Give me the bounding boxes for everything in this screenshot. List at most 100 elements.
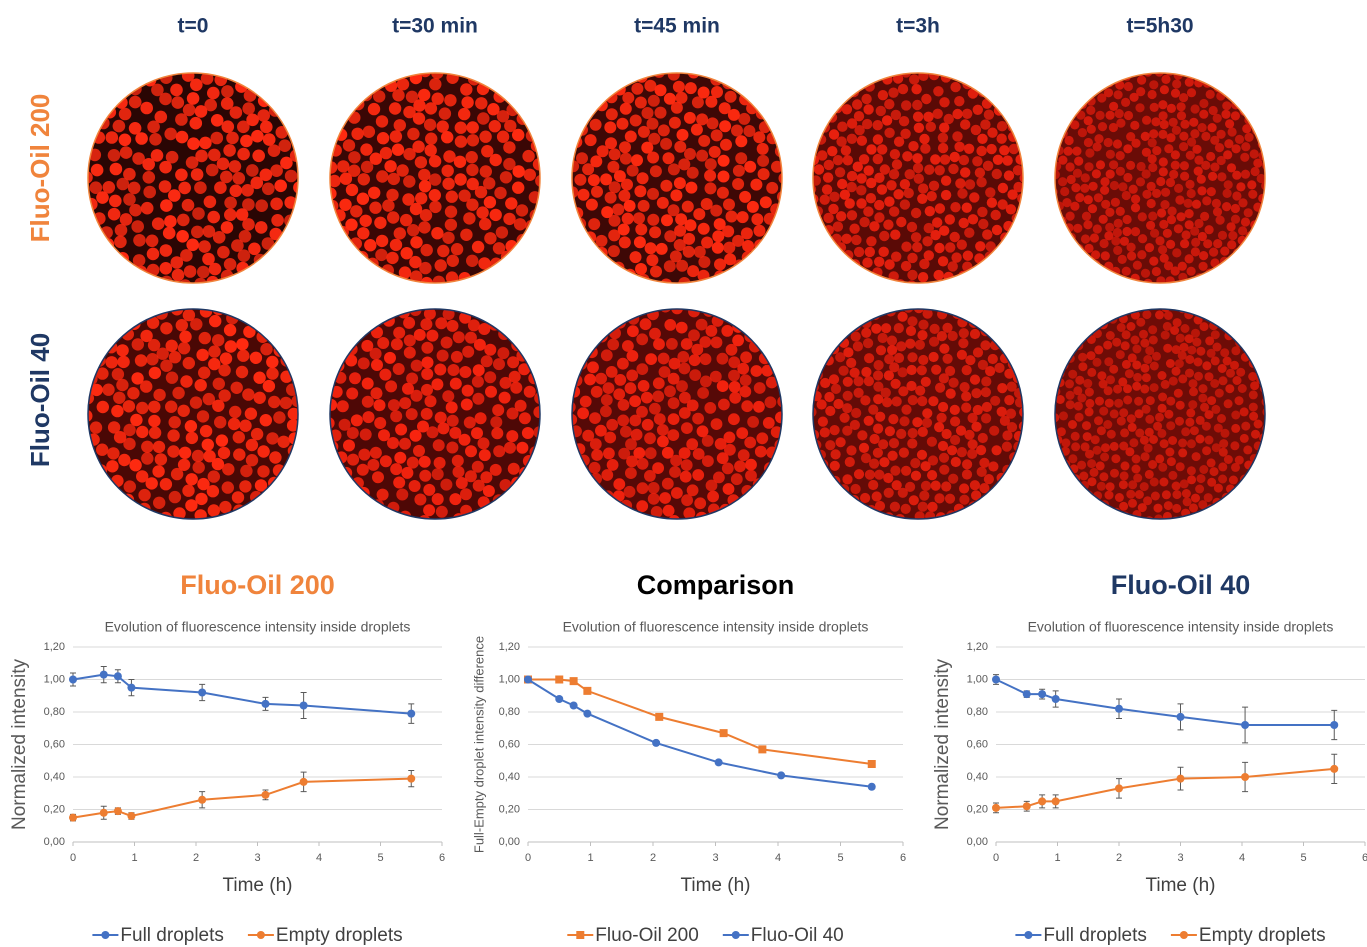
droplet — [1130, 335, 1140, 345]
legend-marker — [1179, 931, 1188, 939]
droplet — [451, 454, 464, 467]
droplet — [1142, 189, 1152, 199]
droplet — [579, 395, 592, 408]
droplet — [999, 145, 1010, 156]
y-tick-label: 0,80 — [44, 706, 65, 718]
droplet — [1092, 142, 1102, 152]
droplet — [1224, 139, 1234, 149]
droplet — [1159, 253, 1169, 263]
droplet — [426, 426, 439, 439]
droplet — [958, 154, 970, 166]
droplet — [843, 347, 854, 358]
droplet — [1186, 408, 1196, 418]
droplet — [410, 359, 423, 372]
droplet — [846, 181, 857, 193]
droplet — [371, 359, 383, 371]
droplet — [1135, 177, 1146, 187]
droplet — [358, 448, 371, 461]
droplet — [112, 119, 126, 133]
droplet — [678, 407, 691, 419]
droplet — [965, 355, 976, 366]
marker — [655, 712, 664, 721]
droplet — [231, 239, 244, 252]
droplet — [764, 396, 777, 409]
droplet — [898, 386, 909, 397]
droplet — [676, 259, 689, 272]
droplet — [223, 258, 237, 271]
droplet — [989, 425, 1000, 436]
droplet — [669, 250, 682, 263]
droplet — [254, 479, 268, 492]
droplet — [853, 387, 864, 398]
droplet — [1163, 501, 1173, 511]
droplet — [851, 234, 862, 246]
droplet — [623, 268, 636, 281]
droplet — [152, 440, 166, 454]
droplet — [1244, 132, 1254, 142]
droplet — [864, 246, 875, 258]
droplet — [1160, 379, 1170, 389]
droplet — [724, 253, 737, 266]
droplet — [293, 181, 298, 194]
droplet — [884, 127, 895, 138]
droplet — [89, 421, 103, 434]
droplet — [1133, 372, 1143, 382]
droplet — [711, 241, 724, 254]
droplet — [109, 162, 123, 176]
droplet — [266, 432, 279, 445]
droplet — [240, 464, 253, 478]
droplet — [271, 214, 284, 227]
droplet — [737, 362, 750, 375]
droplet — [652, 377, 665, 390]
droplet — [471, 427, 483, 440]
droplet — [1218, 376, 1228, 386]
droplet — [435, 317, 448, 330]
droplet — [1231, 144, 1241, 154]
droplet — [1212, 113, 1222, 123]
droplet — [1216, 155, 1226, 166]
droplet — [664, 319, 677, 331]
droplet — [676, 380, 688, 393]
droplet — [1230, 441, 1240, 451]
droplet — [813, 391, 822, 402]
droplet — [116, 344, 129, 357]
droplet — [189, 396, 203, 409]
droplet — [709, 370, 722, 383]
droplet — [958, 328, 969, 339]
droplet — [241, 184, 254, 197]
droplet — [444, 218, 458, 231]
droplet — [961, 402, 972, 413]
droplet — [884, 99, 895, 110]
droplet — [1187, 137, 1197, 147]
micrograph-border — [87, 308, 299, 520]
droplet — [890, 378, 901, 389]
droplet — [1236, 182, 1246, 192]
droplet — [1078, 352, 1088, 362]
droplet — [1206, 458, 1216, 468]
droplet — [913, 173, 924, 184]
droplet — [675, 321, 688, 334]
droplet — [896, 428, 907, 439]
droplet — [186, 238, 199, 252]
droplet — [860, 395, 871, 406]
droplet — [217, 245, 230, 259]
droplet — [1127, 251, 1137, 261]
droplet — [736, 211, 749, 224]
droplet — [219, 352, 233, 365]
droplet — [1143, 278, 1153, 283]
droplet — [625, 438, 637, 451]
droplet — [424, 395, 437, 408]
droplet — [392, 363, 405, 375]
droplet — [415, 192, 428, 205]
droplet — [997, 383, 1008, 394]
micrograph — [88, 73, 298, 283]
droplet — [910, 470, 922, 481]
droplet — [424, 144, 437, 157]
droplet — [359, 428, 372, 441]
droplet — [522, 149, 535, 163]
droplet — [846, 170, 858, 182]
droplet — [141, 452, 154, 465]
droplet — [884, 259, 895, 270]
droplet — [972, 404, 983, 416]
droplet — [900, 128, 911, 139]
